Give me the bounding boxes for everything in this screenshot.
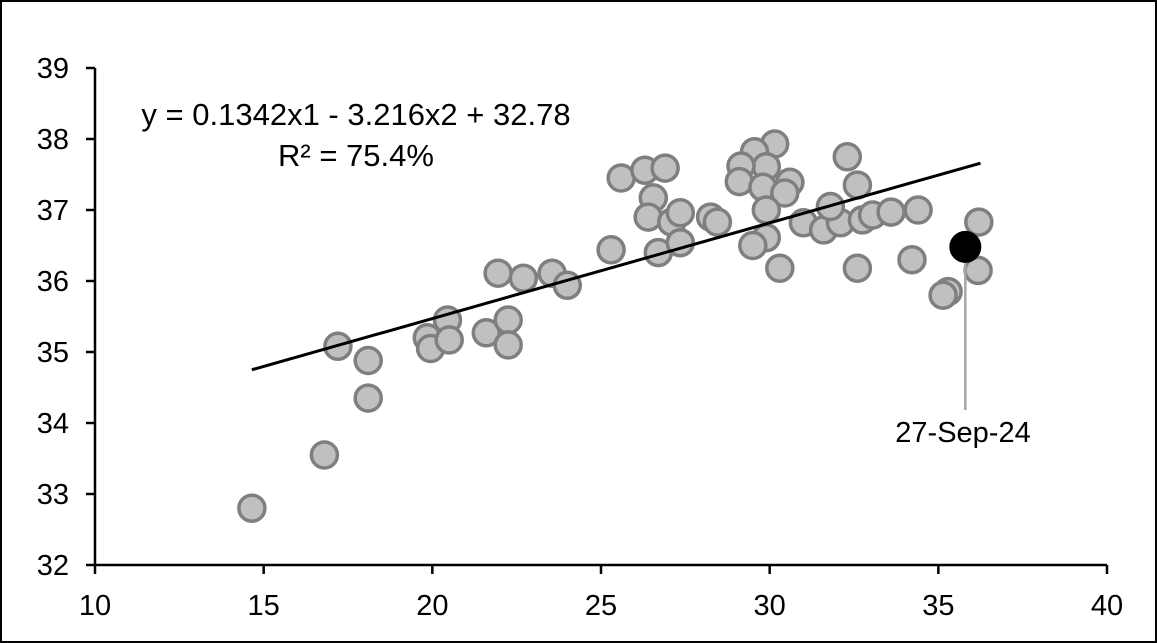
data-point xyxy=(596,235,626,265)
data-point xyxy=(897,244,927,275)
data-point xyxy=(832,142,863,172)
data-point xyxy=(493,330,523,360)
y-tick-label: 34 xyxy=(37,408,69,440)
data-point xyxy=(765,253,795,283)
data-point xyxy=(876,197,906,227)
data-point xyxy=(471,318,502,348)
y-tick-label: 39 xyxy=(37,53,69,85)
y-tick-label: 33 xyxy=(37,479,69,511)
scatter-points-layer xyxy=(237,129,994,523)
data-point xyxy=(493,305,523,335)
data-point xyxy=(434,325,464,355)
y-tick-label: 35 xyxy=(37,337,69,369)
data-point xyxy=(633,202,663,232)
y-tick-label: 32 xyxy=(37,550,69,582)
data-point xyxy=(903,195,933,225)
x-tick-label: 30 xyxy=(754,590,786,622)
data-point xyxy=(770,178,800,208)
axes xyxy=(86,66,1109,574)
data-point xyxy=(483,258,513,288)
data-point xyxy=(842,253,873,283)
y-tick-label: 36 xyxy=(37,266,69,298)
trendline xyxy=(251,161,981,372)
data-point xyxy=(928,280,958,310)
x-tick-label: 10 xyxy=(79,590,111,622)
data-point xyxy=(309,440,340,470)
tick-labels: 32 33 34 35 36 37 38 39 10 15 20 25 30 35 40 xyxy=(37,53,1123,622)
x-tick-label: 20 xyxy=(416,590,448,622)
data-point xyxy=(665,198,696,228)
highlighted-point xyxy=(949,230,982,263)
data-point xyxy=(724,166,755,197)
data-point xyxy=(353,383,383,413)
x-tick-label: 25 xyxy=(585,590,617,622)
equation-text: y = 0.1342x1 - 3.216x2 + 32.78 xyxy=(141,97,570,132)
data-point xyxy=(650,153,680,183)
x-tick-label: 15 xyxy=(248,590,280,622)
data-point xyxy=(738,230,768,261)
data-point xyxy=(508,263,539,293)
y-tick-label: 38 xyxy=(37,124,69,156)
data-point xyxy=(237,493,267,523)
data-point xyxy=(353,345,383,376)
y-tick-label: 37 xyxy=(37,195,69,227)
x-tick-label: 35 xyxy=(922,590,954,622)
data-point xyxy=(702,207,733,237)
annotation-label: 27-Sep-24 xyxy=(895,417,1030,449)
data-point xyxy=(751,195,782,225)
data-point xyxy=(964,207,994,237)
x-tick-label: 40 xyxy=(1091,590,1123,622)
r-squared-text: R² = 75.4% xyxy=(278,138,434,173)
